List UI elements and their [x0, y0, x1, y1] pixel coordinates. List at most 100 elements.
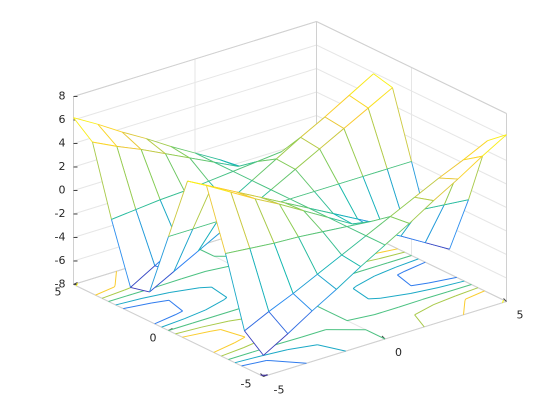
mesh-edge [295, 148, 320, 170]
mesh-edge [232, 170, 253, 182]
mesh-edge [230, 192, 251, 249]
contour-line [101, 289, 125, 299]
mesh-edge [346, 226, 367, 237]
mesh-edge [192, 221, 218, 230]
mesh-face [274, 236, 318, 294]
contour-line [501, 299, 505, 303]
mesh-face [92, 142, 136, 220]
mesh-edge [425, 242, 450, 250]
mesh-edge [303, 210, 329, 218]
mesh-edge [414, 177, 440, 198]
mesh-edge [322, 226, 348, 233]
mesh-edge [159, 190, 185, 201]
mesh-edge [438, 177, 458, 180]
contour-line [287, 344, 318, 351]
mesh-face [173, 221, 218, 272]
mesh-face [214, 161, 258, 172]
mesh-face [141, 149, 185, 200]
mesh-edge [146, 138, 171, 147]
mesh-face [116, 146, 161, 210]
mesh-edge [254, 198, 275, 244]
mesh-edge [194, 152, 220, 161]
contour-line [437, 280, 465, 289]
mesh-edge [297, 236, 318, 275]
mesh-edge [268, 293, 294, 312]
mesh-face [438, 156, 483, 180]
mesh-edge [213, 161, 239, 167]
mesh-edge [97, 123, 118, 147]
mesh-edge [173, 250, 199, 272]
mesh-face [303, 210, 347, 232]
mesh-face [463, 134, 507, 160]
mesh-face [338, 176, 382, 225]
mesh-edge [392, 87, 412, 162]
contour-line [414, 304, 434, 316]
mesh-edge [289, 191, 315, 200]
mesh-face [265, 199, 309, 209]
z-tick-label: -6 [55, 254, 66, 267]
contour-line [192, 315, 218, 324]
mesh-face [279, 204, 323, 237]
axis-line [73, 21, 317, 97]
mesh-edge [365, 235, 386, 246]
mesh-face [276, 137, 320, 170]
mesh-face [122, 132, 166, 154]
y-tick-label: 5 [55, 286, 62, 299]
mesh-face [111, 209, 155, 288]
mesh-edge [284, 202, 304, 212]
mesh-edge [341, 254, 361, 267]
contour-line [213, 342, 235, 353]
mesh-edge [130, 286, 150, 293]
mesh-edge [187, 180, 207, 187]
mesh-edge [170, 146, 190, 159]
mesh-face [236, 191, 280, 205]
mesh-edge [219, 159, 239, 167]
mesh-face [300, 116, 344, 149]
mesh-edge [362, 176, 383, 225]
contour-line [108, 293, 134, 302]
mesh-edge [273, 243, 294, 294]
mesh-face [314, 184, 358, 220]
mesh-edge [341, 235, 367, 256]
mesh-edge [197, 230, 223, 252]
mesh-edge [111, 209, 136, 220]
contour-line [181, 270, 206, 280]
mesh-face [347, 216, 391, 236]
mesh-edge [135, 199, 161, 211]
contour-line [276, 336, 302, 345]
contour-line [151, 299, 170, 304]
mesh-edge [322, 231, 343, 256]
mesh-edge [284, 202, 310, 209]
z-tick-label: 4 [59, 137, 66, 150]
mesh-edge [367, 107, 388, 170]
contour-line [175, 310, 183, 316]
mesh-face [425, 199, 469, 250]
contour-line [113, 285, 116, 288]
contour-line [446, 284, 472, 293]
mesh-face [349, 73, 393, 109]
mesh-face [414, 178, 458, 201]
contour-line [233, 336, 246, 344]
contour-line [141, 292, 170, 299]
mesh-edge [194, 152, 215, 163]
mesh-edge [276, 158, 296, 170]
mesh-face [73, 117, 117, 147]
mesh-edge [324, 116, 345, 129]
contour-line [161, 318, 185, 328]
contour-line [395, 258, 419, 268]
mesh-edge [206, 185, 231, 193]
mesh-edge [225, 253, 245, 331]
contour-line [362, 262, 388, 271]
mesh-edge [170, 145, 196, 154]
mesh-edge [251, 158, 277, 181]
mesh-edge [360, 244, 386, 267]
contour-line [211, 286, 228, 298]
contour-line [352, 285, 357, 289]
contour-line [397, 274, 412, 287]
contour-line [183, 309, 206, 320]
mesh-edge [317, 254, 342, 275]
contour-line [301, 329, 327, 338]
mesh-edge [111, 219, 131, 288]
mesh-edge [73, 117, 93, 143]
mesh-edge [308, 207, 329, 218]
